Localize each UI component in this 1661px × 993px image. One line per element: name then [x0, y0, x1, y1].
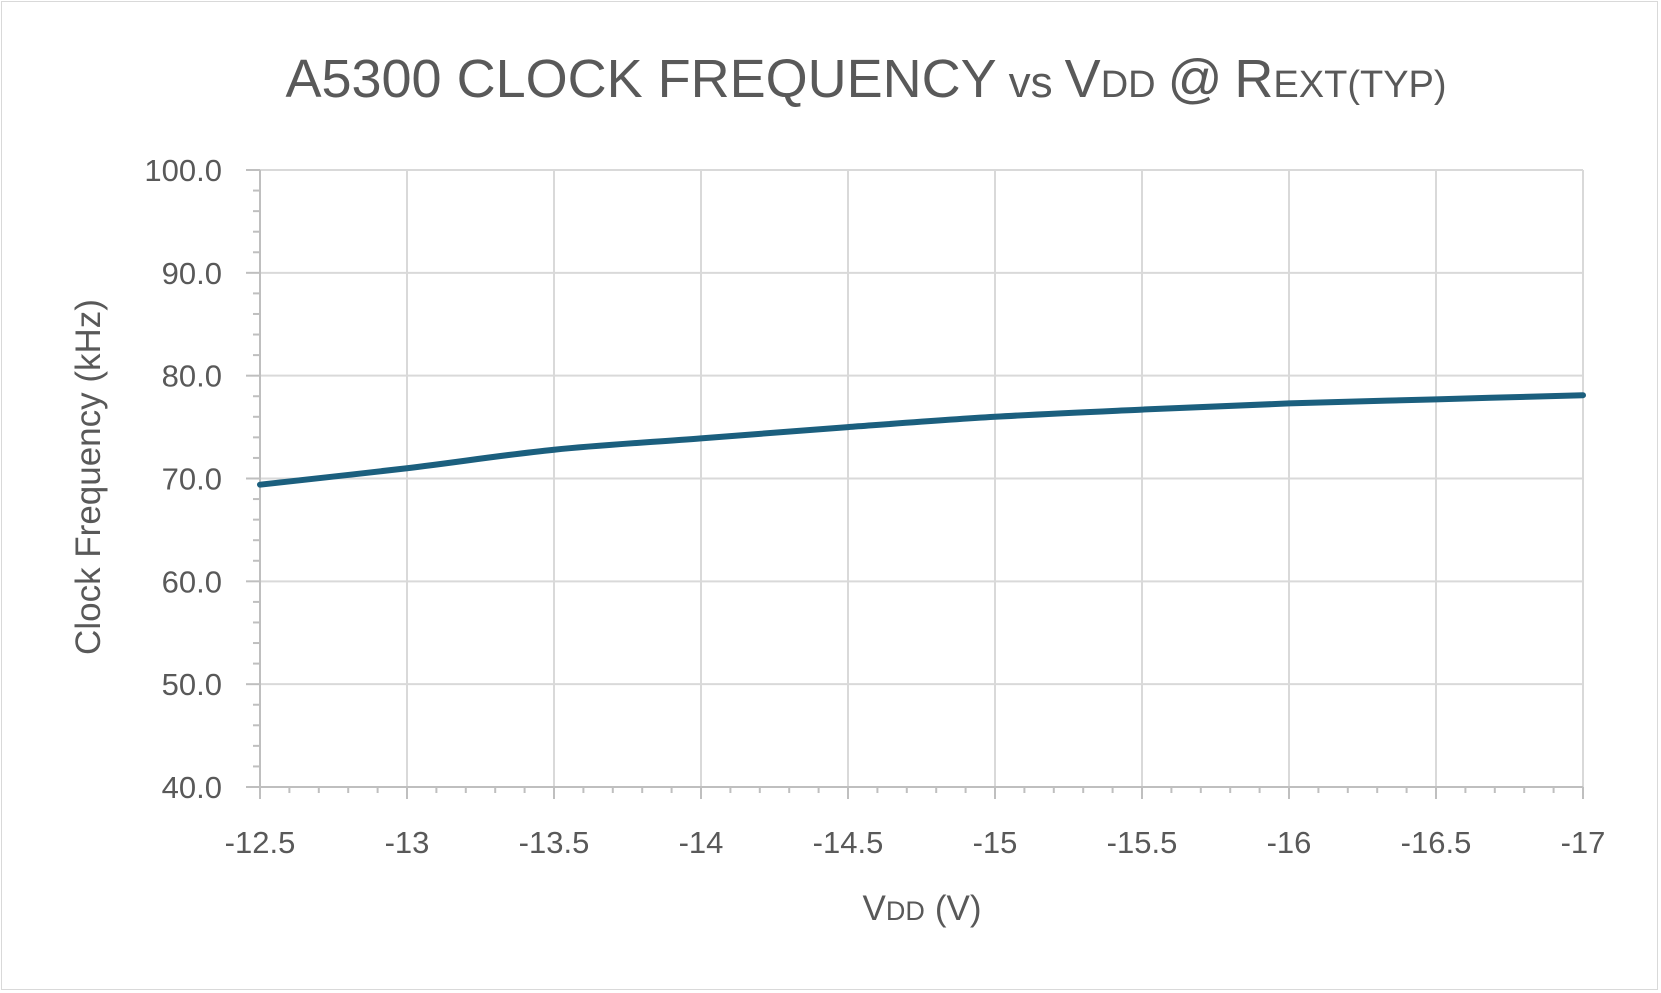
series-line [257, 392, 1586, 488]
x-tick-label: -16.5 [1401, 825, 1472, 860]
x-tick-labels: -12.5 -13 -13.5 -14 -14.5 -15 -15.5 -16 -16.5 -17 [225, 825, 1606, 860]
y-tick-label: 70.0 [162, 462, 222, 497]
y-tick-label: 90.0 [162, 256, 222, 291]
data-point [1139, 407, 1145, 413]
data-point [404, 465, 410, 471]
y-tick-label: 50.0 [162, 667, 222, 702]
x-axis-title: VDD (V) [862, 889, 981, 928]
y-tick-label: 100.0 [144, 153, 222, 188]
data-point [257, 482, 263, 488]
chart-title: A5300 CLOCK FREQUENCY vs VDD @ REXT(TYP) [285, 49, 1446, 109]
y-tick-label: 60.0 [162, 564, 222, 599]
x-tick-label: -13 [385, 825, 430, 860]
data-point [1580, 392, 1586, 398]
x-tick-label: -17 [1561, 825, 1606, 860]
data-point [992, 414, 998, 420]
gridlines [259, 169, 1584, 788]
x-tick-label: -14.5 [813, 825, 884, 860]
axes [246, 169, 1584, 799]
y-axis-title: Clock Frequency (kHz) [69, 299, 108, 655]
x-tick-label: -14 [679, 825, 724, 860]
x-tick-label: -15 [973, 825, 1018, 860]
data-point [845, 424, 851, 430]
x-tick-label: -16 [1267, 825, 1312, 860]
y-tick-label: 80.0 [162, 359, 222, 394]
data-point [551, 447, 557, 453]
y-tick-label: 40.0 [162, 770, 222, 805]
x-tick-label: -15.5 [1107, 825, 1178, 860]
series-layer [257, 392, 1586, 488]
x-tick-label: -13.5 [519, 825, 590, 860]
x-tick-label: -12.5 [225, 825, 296, 860]
y-tick-labels: 40.0 50.0 60.0 70.0 80.0 90.0 100.0 [144, 153, 222, 805]
data-point [1286, 400, 1292, 406]
data-point [698, 435, 704, 441]
data-point [1433, 396, 1439, 402]
